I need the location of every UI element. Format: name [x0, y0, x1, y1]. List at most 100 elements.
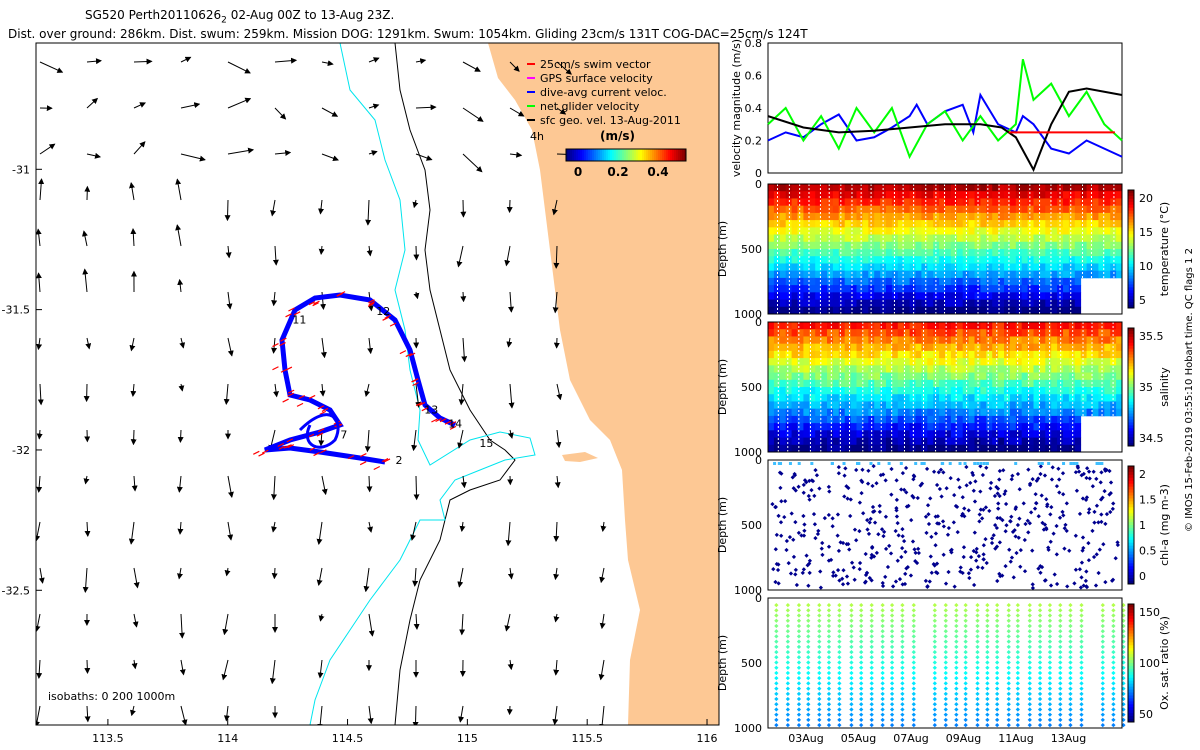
- heat-cell: [850, 249, 857, 257]
- heat-cell: [850, 227, 857, 235]
- heat-cell: [980, 184, 987, 192]
- heat-cell: [1074, 343, 1082, 352]
- ox-point: [785, 696, 790, 702]
- chl-point: [899, 487, 904, 492]
- colorbar-cell: [1128, 668, 1134, 673]
- heat-cell: [1057, 322, 1064, 330]
- heat-cell: [1015, 423, 1023, 431]
- ox-point: [785, 707, 790, 712]
- heat-cell: [850, 184, 857, 192]
- colorbar-tick: 20: [1139, 192, 1153, 205]
- heat-cell: [1039, 350, 1046, 359]
- heat-cell: [986, 277, 993, 286]
- heat-cell: [903, 343, 910, 352]
- heat-cell: [844, 365, 851, 373]
- ox-point: [859, 603, 864, 608]
- heat-cell: [950, 415, 958, 424]
- heat-cell: [844, 285, 851, 293]
- chl-point: [1048, 583, 1054, 588]
- heat-cell: [1033, 358, 1040, 366]
- ox-point: [817, 660, 822, 665]
- ox-point: [985, 655, 990, 660]
- ox-point: [985, 608, 990, 613]
- heat-cell: [915, 285, 922, 293]
- heat-cell: [880, 437, 887, 446]
- velocity-arrow: [552, 291, 559, 314]
- heat-cell: [821, 227, 828, 235]
- ox-point: [806, 712, 811, 717]
- colorbar-cell: [1128, 228, 1134, 232]
- colorbar-cell: [1128, 575, 1134, 579]
- colorbar-cell: [1128, 630, 1134, 634]
- velocity-arrow: [460, 291, 467, 303]
- heat-cell: [791, 205, 798, 214]
- heat-cell: [874, 241, 881, 250]
- velocity-arrow: [177, 429, 184, 444]
- heat-cell: [986, 249, 993, 257]
- ox-point: [849, 613, 854, 618]
- chl-point: [791, 554, 797, 560]
- heat-cell: [1051, 350, 1058, 359]
- heat-cell: [838, 212, 846, 221]
- heat-cell: [950, 401, 958, 410]
- heat-cell: [768, 430, 775, 438]
- heat-cell: [844, 350, 851, 359]
- ox-point: [1015, 623, 1020, 629]
- ox-point: [1100, 691, 1105, 696]
- heat-cell: [891, 379, 899, 388]
- heat-cell: [962, 408, 969, 417]
- ox-point: [859, 649, 864, 655]
- ox-point: [849, 676, 854, 681]
- heat-cell: [980, 198, 987, 207]
- heat-cell: [1116, 372, 1123, 381]
- heat-cell: [992, 241, 999, 250]
- heat-cell: [986, 423, 993, 431]
- heat-cell: [903, 372, 910, 381]
- ox-point: [1037, 681, 1043, 686]
- ox-point: [1058, 629, 1063, 634]
- ox-point: [859, 676, 864, 681]
- ox-point: [954, 655, 959, 660]
- heat-cell: [968, 372, 975, 381]
- heat-cell: [915, 358, 922, 366]
- heat-cell: [785, 358, 792, 366]
- chl-point: [857, 500, 863, 505]
- chl-point: [900, 527, 905, 532]
- chl-point: [831, 570, 836, 575]
- heat-cell: [956, 306, 964, 315]
- heat-cell: [986, 191, 993, 199]
- ox-point: [1015, 608, 1020, 613]
- colorbar-cell: [1128, 375, 1134, 379]
- heat-cell: [998, 365, 1005, 373]
- chl-point: [903, 465, 909, 471]
- heat-cell: [903, 205, 910, 214]
- map-colorbar-cell: [570, 149, 573, 161]
- chl-point: [880, 583, 886, 589]
- heat-cell: [779, 212, 787, 221]
- heat-cell: [1015, 437, 1023, 446]
- heat-cell: [779, 365, 787, 373]
- ox-point: [963, 660, 968, 665]
- heat-cell: [1074, 444, 1082, 453]
- heat-cell: [809, 249, 816, 257]
- heat-cell: [1063, 415, 1070, 424]
- heat-cell: [1004, 306, 1011, 315]
- colorbar-cell: [1128, 483, 1134, 488]
- velocity-arrow: [274, 57, 298, 64]
- heat-cell: [1092, 350, 1099, 359]
- heat-cell: [856, 329, 863, 337]
- heat-cell: [850, 285, 857, 293]
- ox-point: [837, 639, 842, 644]
- heat-cell: [945, 329, 952, 337]
- chl-point: [885, 564, 891, 570]
- heat-cell: [915, 387, 922, 395]
- heat-cell: [962, 263, 969, 272]
- ox-point: [943, 722, 948, 728]
- ox-point: [849, 634, 854, 639]
- chl-point: [1094, 503, 1100, 508]
- velocity-arrow: [368, 103, 380, 110]
- heat-cell: [1080, 322, 1087, 330]
- heat-cell: [886, 336, 893, 345]
- chl-point: [1015, 522, 1021, 528]
- chl-point: [848, 497, 853, 502]
